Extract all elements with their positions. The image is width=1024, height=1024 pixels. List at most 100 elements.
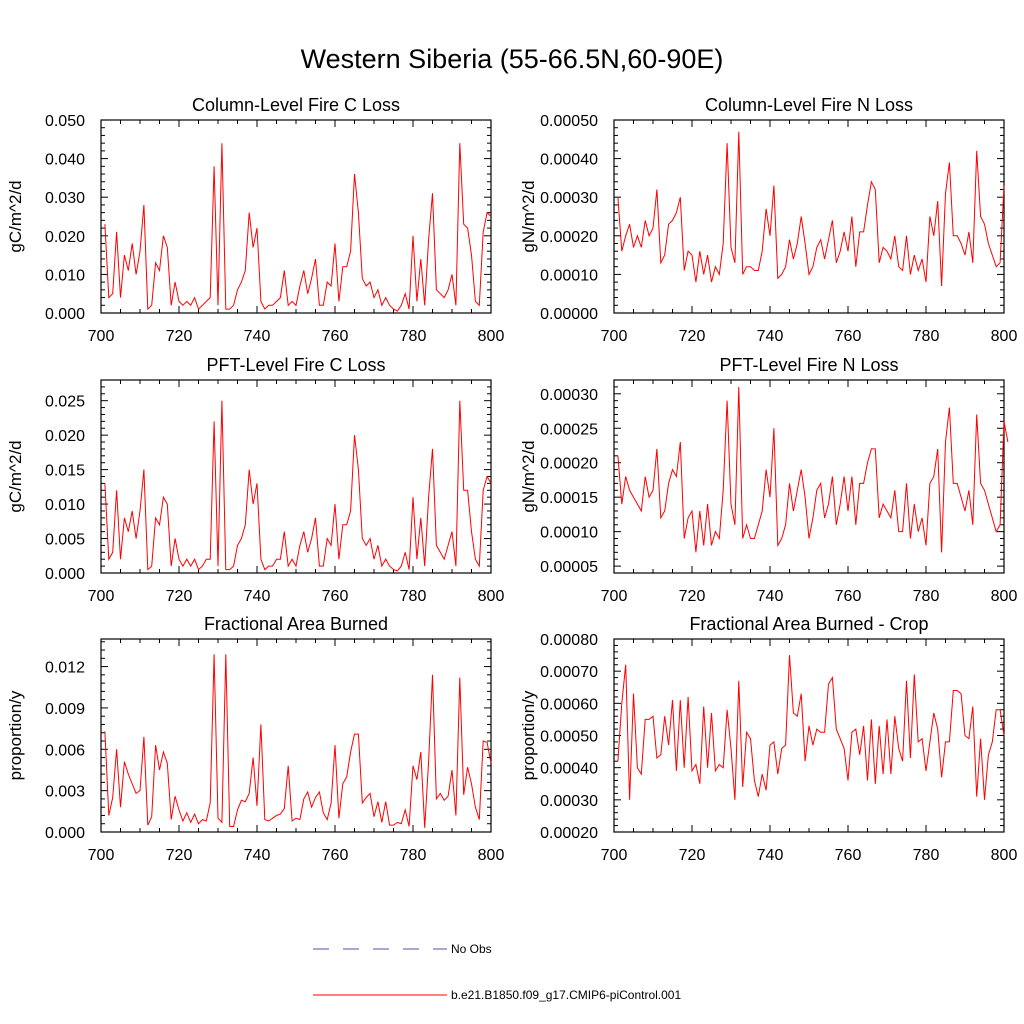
y-tick-label: 0.00050 <box>540 113 598 130</box>
panel-title: Fractional Area Burned - Crop <box>689 614 928 634</box>
x-tick-label: 720 <box>166 328 193 345</box>
x-tick-label: 760 <box>322 328 349 345</box>
y-tick-label: 0.010 <box>45 497 85 514</box>
panel-title: Fractional Area Burned <box>204 614 388 634</box>
x-tick-label: 800 <box>991 328 1018 345</box>
series-line <box>617 131 1005 287</box>
y-tick-label: 0.010 <box>45 267 85 284</box>
x-tick-label: 720 <box>679 328 706 345</box>
panel-2: Column-Level Fire N Loss gN/m^2/d 700 720 74… <box>519 95 1017 345</box>
y-tick-label: 0.009 <box>45 701 85 718</box>
legend: No Obs b.e21.B1850.f09_g17.CMIP6-piContro… <box>313 942 681 1002</box>
y-tick-label: 0.00080 <box>540 632 598 649</box>
x-tick-label: 700 <box>88 588 115 605</box>
y-tick-label: 0.012 <box>45 660 85 677</box>
x-tick-label: 780 <box>913 847 940 864</box>
y-tick-label: 0.006 <box>45 742 85 759</box>
y-tick-label: 0.000 <box>45 306 85 323</box>
panel-1: Column-Level Fire C Loss gC/m^2/d 700 720 74… <box>6 95 504 345</box>
x-tick-label: 800 <box>478 588 505 605</box>
panel-4: PFT-Level Fire N Loss gN/m^2/d 700 720 740 76… <box>519 355 1017 605</box>
y-tick-label: 0.00050 <box>540 729 598 746</box>
y-tick-label: 0.00070 <box>540 664 598 681</box>
plot-frame <box>100 379 492 574</box>
panel-title: Column-Level Fire C Loss <box>192 95 400 115</box>
legend-label-2: b.e21.B1850.f09_g17.CMIP6-piControl.001 <box>451 988 681 1002</box>
panel-3: PFT-Level Fire C Loss gC/m^2/d 700 720 740 76… <box>6 355 504 605</box>
x-tick-label: 780 <box>913 328 940 345</box>
x-tick-label: 800 <box>478 328 505 345</box>
x-tick-label: 720 <box>166 847 193 864</box>
figure-title: Western Siberia (55-66.5N,60-90E) <box>300 44 724 74</box>
x-tick-label: 720 <box>679 847 706 864</box>
panel-6: Fractional Area Burned - Crop proportion/… <box>519 614 1017 864</box>
x-tick-label: 800 <box>991 588 1018 605</box>
y-tick-label: 0.00020 <box>540 456 598 473</box>
y-tick-label: 0.00010 <box>540 267 598 284</box>
x-tick-label: 760 <box>835 328 862 345</box>
y-tick-label: 0.005 <box>45 532 85 549</box>
x-tick-label: 760 <box>322 847 349 864</box>
y-tick-label: 0.040 <box>45 152 85 169</box>
series-line <box>104 143 492 312</box>
y-tick-label: 0.00015 <box>540 490 598 507</box>
x-tick-label: 780 <box>400 847 427 864</box>
x-tick-label: 700 <box>88 328 115 345</box>
plot-frame <box>613 638 1005 833</box>
y-tick-label: 0.00030 <box>540 190 598 207</box>
x-tick-label: 720 <box>166 588 193 605</box>
x-tick-label: 700 <box>601 847 628 864</box>
y-tick-label: 0.00010 <box>540 525 598 542</box>
y-tick-label: 0.020 <box>45 428 85 445</box>
plot-frame <box>613 119 1005 314</box>
plot-frame <box>100 119 492 314</box>
y-tick-label: 0.003 <box>45 784 85 801</box>
x-tick-label: 700 <box>88 847 115 864</box>
y-tick-label: 0.00040 <box>540 761 598 778</box>
y-tick-label: 0.000 <box>45 566 85 583</box>
x-tick-label: 780 <box>913 588 940 605</box>
x-tick-label: 700 <box>601 588 628 605</box>
y-axis-label: gN/m^2/d <box>519 440 538 512</box>
x-tick-label: 700 <box>601 328 628 345</box>
x-tick-label: 720 <box>679 588 706 605</box>
panel-title: Column-Level Fire N Loss <box>705 95 913 115</box>
y-tick-label: 0.00030 <box>540 793 598 810</box>
panel-title: PFT-Level Fire C Loss <box>206 355 385 375</box>
x-tick-label: 800 <box>478 847 505 864</box>
y-tick-label: 0.050 <box>45 113 85 130</box>
y-tick-label: 0.030 <box>45 190 85 207</box>
x-tick-label: 780 <box>400 588 427 605</box>
y-tick-label: 0.00020 <box>540 825 598 842</box>
x-tick-label: 740 <box>244 847 271 864</box>
y-tick-label: 0.00030 <box>540 387 598 404</box>
panel-title: PFT-Level Fire N Loss <box>719 355 898 375</box>
series-line <box>617 655 1005 800</box>
plot-frame <box>100 638 492 833</box>
y-axis-label: proportion/y <box>519 690 538 780</box>
plot-frame <box>613 379 1005 574</box>
y-tick-label: 0.00040 <box>540 152 598 169</box>
x-tick-label: 740 <box>244 328 271 345</box>
y-tick-label: 0.000 <box>45 825 85 842</box>
x-tick-label: 800 <box>991 847 1018 864</box>
y-axis-label: gC/m^2/d <box>6 180 25 252</box>
x-tick-label: 740 <box>244 588 271 605</box>
y-tick-label: 0.00025 <box>540 421 598 438</box>
y-tick-label: 0.015 <box>45 463 85 480</box>
y-tick-label: 0.00020 <box>540 229 598 246</box>
y-tick-label: 0.00000 <box>540 306 598 323</box>
x-tick-label: 740 <box>757 328 784 345</box>
panel-5: Fractional Area Burned proportion/y 700 720… <box>6 614 504 864</box>
y-tick-label: 0.025 <box>45 394 85 411</box>
legend-label-1: No Obs <box>451 942 492 956</box>
x-tick-label: 760 <box>835 588 862 605</box>
series-line <box>104 400 492 572</box>
y-axis-label: proportion/y <box>6 690 25 780</box>
y-tick-label: 0.00060 <box>540 696 598 713</box>
y-axis-label: gC/m^2/d <box>6 440 25 512</box>
y-axis-label: gN/m^2/d <box>519 180 538 252</box>
x-tick-label: 740 <box>757 588 784 605</box>
x-tick-label: 740 <box>757 847 784 864</box>
